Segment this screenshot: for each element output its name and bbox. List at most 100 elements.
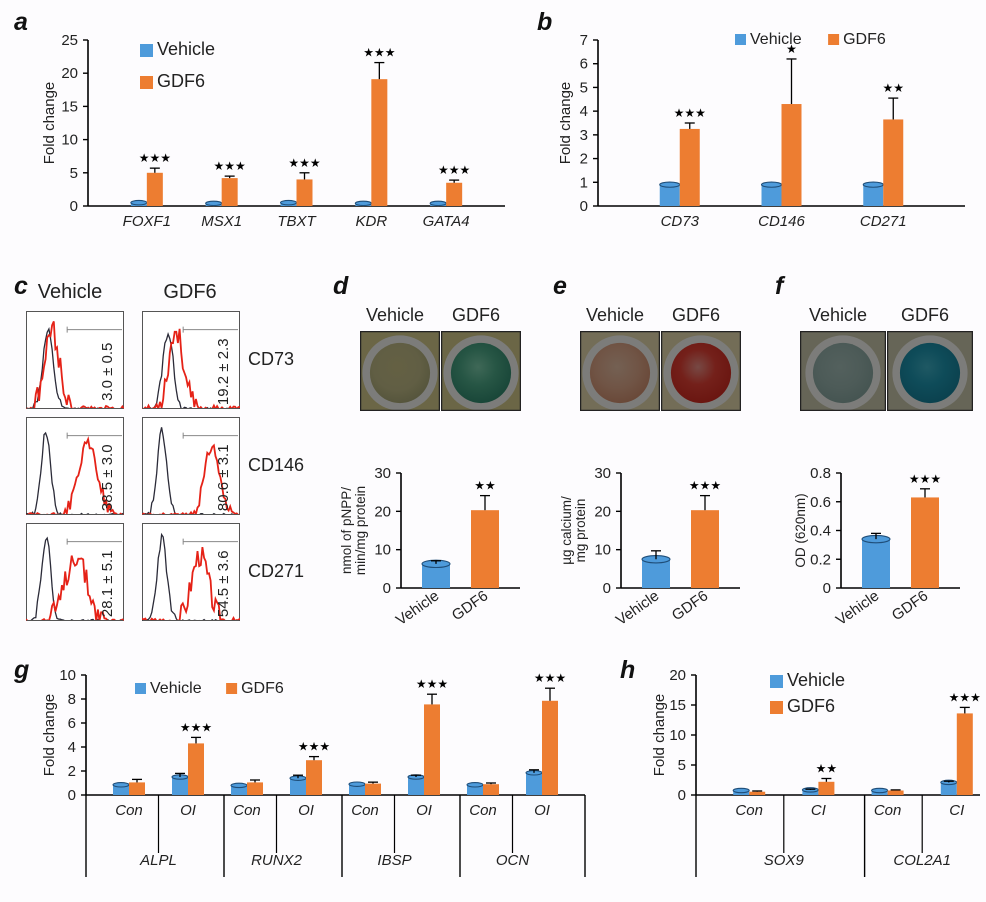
svg-text:Vehicle: Vehicle [150,680,202,697]
svg-text:★★★: ★★★ [949,690,980,704]
svg-text:6: 6 [68,715,76,732]
svg-text:GDF6: GDF6 [449,587,492,624]
svg-text:CD146: CD146 [758,213,805,230]
svg-text:0.8: 0.8 [810,465,831,482]
svg-text:0: 0 [580,198,588,215]
svg-text:0: 0 [678,787,686,804]
svg-text:2: 2 [68,763,76,780]
svg-text:Vehicle: Vehicle [750,31,802,48]
svg-text:4: 4 [580,103,588,120]
svg-text:OI: OI [180,802,196,819]
svg-text:RUNX2: RUNX2 [251,852,303,869]
svg-text:19.2 ± 2.3: 19.2 ± 2.3 [215,338,232,405]
svg-text:★★★: ★★★ [438,163,470,177]
svg-text:20: 20 [594,503,611,520]
svg-text:ALPL: ALPL [139,852,177,869]
svg-text:Con: Con [469,802,497,819]
svg-text:0: 0 [823,580,831,597]
svg-text:TBXT: TBXT [277,213,317,230]
svg-text:CD146: CD146 [248,455,304,475]
svg-text:GDF6: GDF6 [241,680,284,697]
svg-text:mg protein: mg protein [573,499,588,563]
svg-text:30: 30 [594,465,611,482]
svg-text:IBSP: IBSP [377,852,411,869]
svg-text:5: 5 [70,165,78,182]
svg-text:OI: OI [298,802,314,819]
svg-text:10: 10 [374,542,391,559]
svg-text:Vehicle: Vehicle [393,587,442,629]
svg-text:★★★: ★★★ [214,159,246,173]
svg-text:6: 6 [580,56,588,73]
svg-text:Fold change: Fold change [41,694,58,777]
svg-text:38.5 ± 3.0: 38.5 ± 3.0 [99,444,116,511]
svg-text:0.2: 0.2 [810,551,831,568]
svg-text:GDF6: GDF6 [787,696,835,716]
svg-text:CD73: CD73 [661,213,700,230]
svg-text:Con: Con [874,802,902,819]
svg-text:GDF6: GDF6 [672,305,720,325]
svg-text:20: 20 [374,503,391,520]
svg-text:Vehicle: Vehicle [809,305,867,325]
svg-text:3.0 ± 0.5: 3.0 ± 0.5 [99,343,116,401]
svg-text:SOX9: SOX9 [764,852,805,869]
svg-text:7: 7 [580,32,588,49]
svg-text:GDF6: GDF6 [843,31,886,48]
svg-text:30: 30 [374,465,391,482]
svg-text:★★★: ★★★ [139,151,171,165]
svg-text:10: 10 [61,132,78,149]
svg-text:25: 25 [61,32,78,49]
svg-text:★★★: ★★★ [298,740,330,754]
svg-text:★★: ★★ [882,81,904,95]
svg-text:15: 15 [669,697,686,714]
svg-text:★★★: ★★★ [288,156,320,170]
svg-text:★★★: ★★★ [180,720,212,734]
svg-text:2: 2 [580,151,588,168]
svg-text:★★★: ★★★ [416,677,448,691]
svg-text:Vehicle: Vehicle [38,281,103,303]
svg-text:Vehicle: Vehicle [157,39,215,59]
svg-text:KDR: KDR [355,213,387,230]
svg-text:Con: Con [233,802,261,819]
svg-text:Vehicle: Vehicle [787,670,845,690]
svg-text:GATA4: GATA4 [423,213,470,230]
svg-text:CI: CI [811,802,826,819]
svg-text:Con: Con [351,802,379,819]
svg-text:GDF6: GDF6 [669,587,712,624]
svg-text:OCN: OCN [496,852,530,869]
svg-text:GDF6: GDF6 [889,587,932,624]
svg-text:OI: OI [534,802,550,819]
svg-text:CD271: CD271 [860,213,907,230]
svg-text:0: 0 [68,787,76,804]
svg-text:OD (620nm): OD (620nm) [793,493,808,567]
svg-text:min/mg protein: min/mg protein [353,486,368,575]
svg-text:10: 10 [594,542,611,559]
svg-text:Fold change: Fold change [651,694,668,777]
svg-text:0: 0 [383,580,391,597]
svg-text:5: 5 [580,79,588,96]
svg-text:OI: OI [416,802,432,819]
svg-text:FOXF1: FOXF1 [123,213,171,230]
svg-text:★★★: ★★★ [674,106,706,120]
svg-text:10: 10 [59,667,76,684]
svg-text:Con: Con [115,802,143,819]
svg-text:3: 3 [580,127,588,144]
svg-text:4: 4 [68,739,76,756]
svg-text:GDF6: GDF6 [452,305,500,325]
svg-text:★★: ★★ [816,762,838,776]
svg-text:µg calcium/: µg calcium/ [559,496,574,565]
svg-text:20: 20 [61,65,78,82]
svg-text:5: 5 [678,757,686,774]
svg-text:CI: CI [949,802,964,819]
svg-text:CD271: CD271 [248,561,304,581]
svg-text:★★: ★★ [474,479,496,493]
svg-text:GDF6: GDF6 [163,281,216,303]
svg-text:nmol of pNPP/: nmol of pNPP/ [339,487,354,574]
svg-text:20: 20 [669,667,686,684]
svg-text:10: 10 [669,727,686,744]
svg-text:COL2A1: COL2A1 [893,852,951,869]
svg-text:★★★: ★★★ [909,472,941,486]
svg-text:Vehicle: Vehicle [833,587,882,629]
svg-text:MSX1: MSX1 [201,213,242,230]
svg-text:8: 8 [68,691,76,708]
svg-text:Vehicle: Vehicle [586,305,644,325]
